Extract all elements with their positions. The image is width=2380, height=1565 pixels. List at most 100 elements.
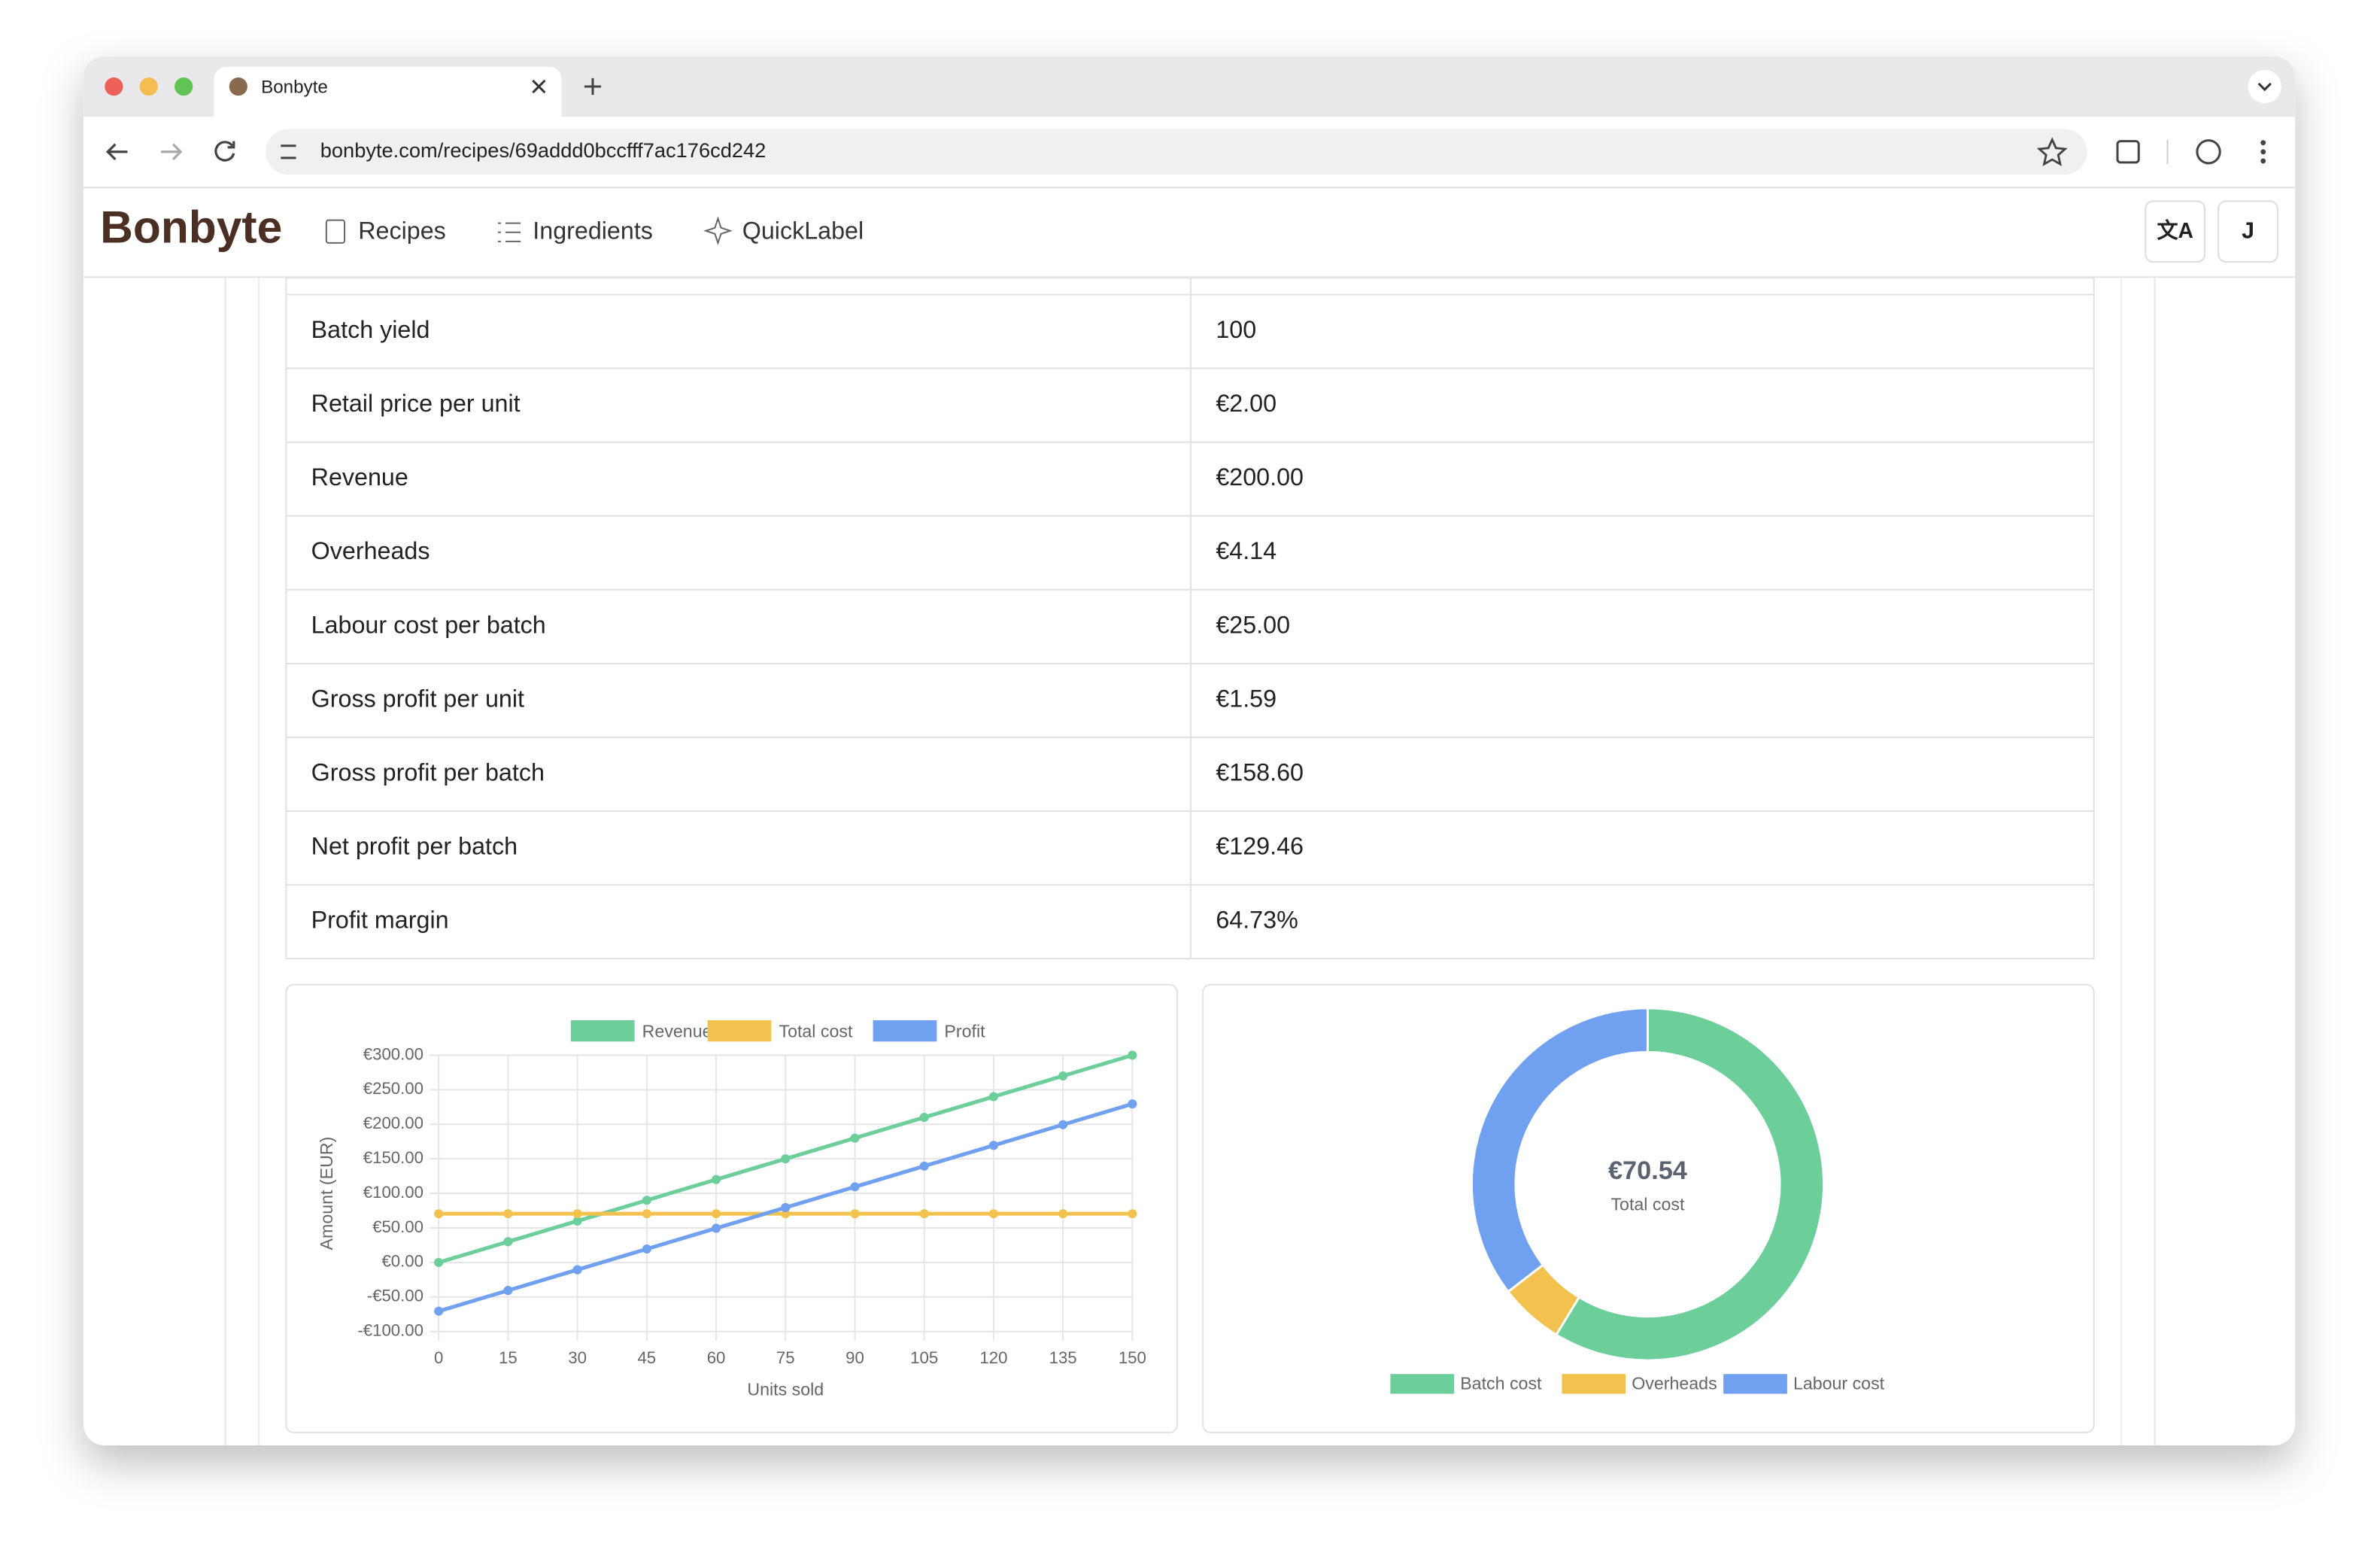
- profile[interactable]: [2196, 139, 2221, 165]
- legend-swatch[interactable]: [707, 1020, 772, 1042]
- avatar: J: [2242, 219, 2254, 244]
- back[interactable]: [105, 143, 128, 161]
- nav-link[interactable]: QuickLabel: [742, 217, 864, 244]
- point: [503, 1286, 513, 1296]
- row-label: Gross profit per unit: [311, 685, 524, 712]
- row-value: €129.46: [1216, 833, 1304, 860]
- point: [781, 1202, 791, 1212]
- min-dot[interactable]: [139, 77, 158, 96]
- charts: -€100.00 -€50.00 €0.00 €50.00 €100.00 €150.00…: [317, 1007, 1885, 1399]
- point: [434, 1209, 444, 1219]
- y-tick-label: €200.00: [363, 1114, 423, 1132]
- language-button[interactable]: [2145, 200, 2206, 263]
- legend-swatch[interactable]: [1390, 1374, 1455, 1394]
- point: [1058, 1209, 1068, 1219]
- point: [642, 1209, 651, 1219]
- donut-segment[interactable]: [1554, 1007, 1826, 1362]
- point: [711, 1209, 721, 1219]
- row-label: Labour cost per batch: [311, 611, 546, 638]
- menu[interactable]: [2260, 140, 2266, 164]
- point: [919, 1113, 929, 1123]
- language-icon: 文A: [2157, 218, 2193, 242]
- center-value: €70.54: [1608, 1156, 1687, 1185]
- point: [919, 1161, 929, 1171]
- legend-label[interactable]: Profit: [944, 1021, 985, 1041]
- x-tick-label: 75: [776, 1348, 795, 1367]
- point: [919, 1209, 929, 1219]
- point: [781, 1154, 791, 1164]
- point: [642, 1196, 651, 1205]
- row-value: €4.14: [1216, 537, 1277, 564]
- brand[interactable]: Bonbyte: [100, 202, 282, 253]
- bookmark[interactable]: [2036, 137, 2068, 166]
- legend-swatch[interactable]: [1723, 1374, 1787, 1394]
- row-label: Profit margin: [311, 907, 449, 934]
- account-button[interactable]: [2218, 200, 2278, 263]
- tab-title: Bonbyte: [261, 77, 328, 97]
- row-label: Revenue: [311, 463, 408, 491]
- y-tick-label: €300.00: [363, 1044, 423, 1063]
- nav-link[interactable]: Ingredients: [533, 217, 653, 244]
- forward[interactable]: [160, 143, 183, 161]
- legend-swatch[interactable]: [570, 1020, 635, 1042]
- icon-recipes: [325, 219, 346, 244]
- tab-menu[interactable]: [2248, 69, 2281, 104]
- row-value: €1.59: [1216, 685, 1277, 712]
- point: [1128, 1099, 1137, 1109]
- legend-label[interactable]: Labour cost: [1793, 1373, 1885, 1393]
- legend-label[interactable]: Revenue: [642, 1021, 712, 1041]
- point: [988, 1092, 998, 1102]
- donut-segment[interactable]: [1470, 1007, 1649, 1293]
- address-bar[interactable]: [266, 129, 2087, 175]
- legend-swatch[interactable]: [873, 1020, 937, 1042]
- y-tick-label: €0.00: [381, 1252, 423, 1271]
- y-tick-label: €100.00: [363, 1183, 423, 1202]
- x-tick-label: 0: [434, 1348, 443, 1367]
- x-tick-label: 105: [910, 1348, 938, 1367]
- row-value: €25.00: [1216, 611, 1290, 638]
- row-value: 100: [1216, 316, 1256, 343]
- y-tick-label: €250.00: [363, 1079, 423, 1098]
- chevron: [2257, 82, 2272, 92]
- site-info[interactable]: [281, 144, 296, 160]
- point: [850, 1133, 860, 1143]
- row-label: Retail price per unit: [311, 390, 521, 417]
- row-label: Batch yield: [311, 316, 430, 343]
- legend-label[interactable]: Total cost: [779, 1021, 853, 1041]
- point: [1128, 1050, 1137, 1060]
- point: [850, 1209, 860, 1219]
- app-nav: [83, 188, 2296, 277]
- point: [503, 1209, 513, 1219]
- point: [572, 1216, 582, 1226]
- extensions[interactable]: [2116, 140, 2140, 164]
- legend-label[interactable]: Overheads: [1632, 1373, 1717, 1393]
- point: [1058, 1120, 1068, 1129]
- legend-swatch[interactable]: [1562, 1374, 1626, 1394]
- tab-close[interactable]: [532, 79, 546, 94]
- point: [434, 1306, 444, 1316]
- icon-ingredients: [497, 222, 521, 242]
- y-tick-label: €50.00: [372, 1217, 423, 1236]
- nav-link[interactable]: Recipes: [358, 217, 446, 244]
- y-tick-label: €150.00: [363, 1148, 423, 1167]
- max-dot[interactable]: [175, 77, 193, 96]
- legend-label[interactable]: Batch cost: [1460, 1373, 1542, 1393]
- close-dot[interactable]: [105, 77, 123, 96]
- chart-card: [285, 983, 1178, 1433]
- x-tick-label: 45: [637, 1348, 656, 1367]
- x-tick-label: 90: [845, 1348, 864, 1367]
- favicon: [229, 77, 247, 96]
- point: [988, 1209, 998, 1219]
- new-tab[interactable]: [584, 77, 602, 96]
- row-label: Net profit per batch: [311, 833, 518, 860]
- point: [503, 1237, 513, 1247]
- point: [1058, 1071, 1068, 1081]
- chart-card: [1202, 983, 2095, 1433]
- point: [850, 1182, 860, 1192]
- reload[interactable]: [214, 141, 235, 162]
- tab[interactable]: [214, 66, 562, 117]
- x-tick-label: 60: [707, 1348, 726, 1367]
- y-tick-label: -€50.00: [367, 1287, 423, 1305]
